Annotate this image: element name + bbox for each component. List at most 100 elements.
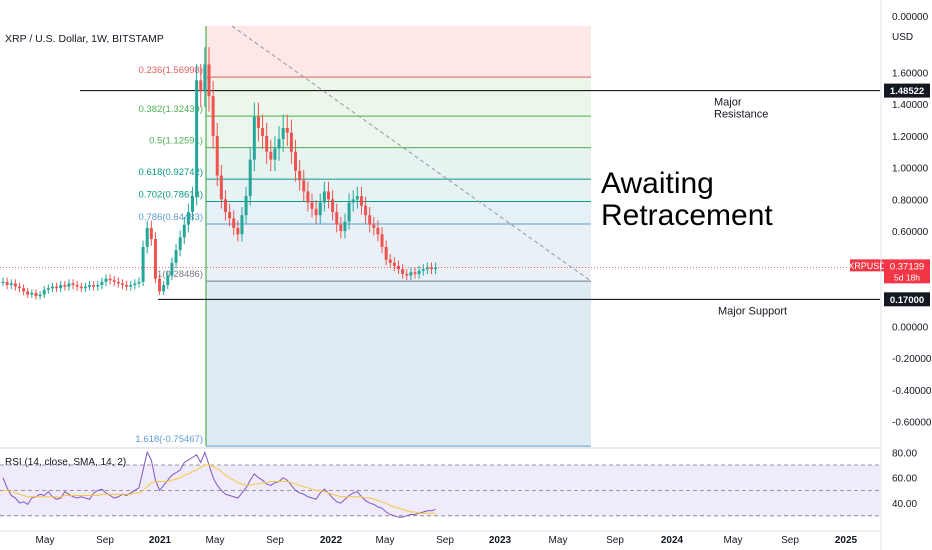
current-price-tag: [884, 259, 930, 284]
candle-body: [96, 285, 100, 287]
candle-body: [129, 285, 133, 287]
fib-zone: [206, 77, 591, 117]
candle-body: [421, 269, 425, 271]
candle-body: [26, 291, 30, 295]
candle-body: [13, 283, 17, 287]
candle-body: [343, 221, 347, 232]
candle-body: [265, 135, 269, 152]
candle-body: [30, 292, 34, 295]
candle-body: [384, 246, 388, 260]
candle-body: [223, 199, 227, 213]
candle-body: [166, 275, 170, 286]
fib-zone: [206, 147, 591, 180]
fib-level-label: 0.5(1.12591): [149, 136, 203, 147]
candle-body: [5, 281, 9, 286]
candle-body: [429, 267, 433, 270]
candle-body: [347, 202, 351, 222]
candle-body: [195, 80, 199, 197]
countdown-text: 5d 18h: [894, 272, 920, 282]
fib-zone: [206, 116, 591, 148]
fib-zone: [206, 179, 591, 202]
annotation-text: Retracement: [601, 199, 773, 232]
candle-body: [256, 116, 260, 128]
time-tick: May: [206, 535, 225, 546]
candle-body: [116, 281, 120, 284]
candle-body: [153, 239, 157, 279]
candle-body: [252, 116, 256, 160]
candle-body: [240, 215, 244, 235]
candle-body: [405, 273, 409, 276]
price-tick: 1.60000: [892, 68, 929, 79]
candle-body: [318, 202, 322, 216]
candle-body: [302, 180, 306, 192]
candle-body: [306, 191, 310, 203]
candle-body: [392, 262, 396, 266]
price-level-tag-text: 0.17000: [890, 295, 924, 306]
price-tick: -0.40000: [892, 386, 932, 397]
time-tick: May: [376, 535, 395, 546]
price-tick: 1.20000: [892, 132, 929, 143]
candle-body: [170, 262, 174, 276]
candle-body: [228, 212, 232, 219]
labels: XRP / U.S. Dollar, 1W, BITSTAMPAwaitingR…: [5, 33, 773, 232]
candle-body: [79, 286, 83, 289]
fib-lines: 0.236(1.56998) 0.382(1.32439) 0.5(1.12591)…: [135, 65, 591, 447]
fib-level-label: 0.618(0.92742): [139, 167, 203, 178]
candle-body: [310, 202, 314, 209]
time-tick: 2023: [489, 535, 512, 546]
candle-body: [269, 151, 273, 160]
candle-body: [376, 227, 380, 235]
candle-body: [158, 278, 162, 292]
symbol-tag-text: XRPUSD: [848, 261, 886, 271]
rsi-tick: 40.00: [892, 499, 917, 510]
price-level-tag: [884, 83, 930, 98]
time-tick: 2025: [835, 535, 858, 546]
time-tick: Sep: [96, 535, 114, 546]
candle-body: [145, 227, 149, 247]
candle-body: [59, 285, 63, 289]
rsi-sma-line: [3, 464, 436, 514]
candle-body: [409, 272, 413, 276]
candle-body: [92, 285, 96, 287]
candle-body: [137, 281, 141, 284]
candle-body: [417, 270, 421, 274]
candle-body: [434, 267, 438, 270]
price-level-label: Major: [714, 97, 742, 109]
time-tick: Sep: [606, 535, 624, 546]
candle-body: [413, 272, 417, 274]
candle-body: [112, 280, 116, 282]
candle-body: [232, 218, 236, 228]
price-axis-top-label: 0.00000: [892, 12, 929, 23]
candle-body: [236, 227, 240, 235]
candle-body: [42, 289, 46, 295]
time-tick: 2024: [661, 535, 684, 546]
time-tick: 2022: [320, 535, 343, 546]
time-tick: May: [549, 535, 568, 546]
price-tick: 1.40000: [892, 100, 929, 111]
price-level-label: Resistance: [714, 109, 768, 121]
price-tick: -0.60000: [892, 418, 932, 429]
candle-body: [335, 212, 339, 225]
candle-body: [104, 278, 108, 282]
candle-body: [322, 191, 326, 203]
candle-body: [273, 148, 277, 160]
price-tick: 1.00000: [892, 164, 929, 175]
candle-body: [22, 288, 26, 292]
candle-body: [314, 208, 318, 216]
candle-body: [281, 127, 285, 140]
time-tick: Sep: [266, 535, 284, 546]
current-price-text: 0.37139: [890, 261, 924, 272]
fib-level-label: 0.236(1.56998): [139, 65, 203, 76]
candle-body: [182, 224, 186, 238]
candle-body: [298, 170, 302, 181]
candle-body: [425, 267, 429, 270]
candle-body: [326, 191, 330, 200]
trendline: [231, 25, 592, 282]
annotation-text: Awaiting: [601, 167, 714, 200]
candle-body: [294, 151, 298, 171]
candle-body: [277, 139, 281, 149]
candle-body: [75, 285, 79, 287]
downtrend-line: [231, 25, 592, 282]
